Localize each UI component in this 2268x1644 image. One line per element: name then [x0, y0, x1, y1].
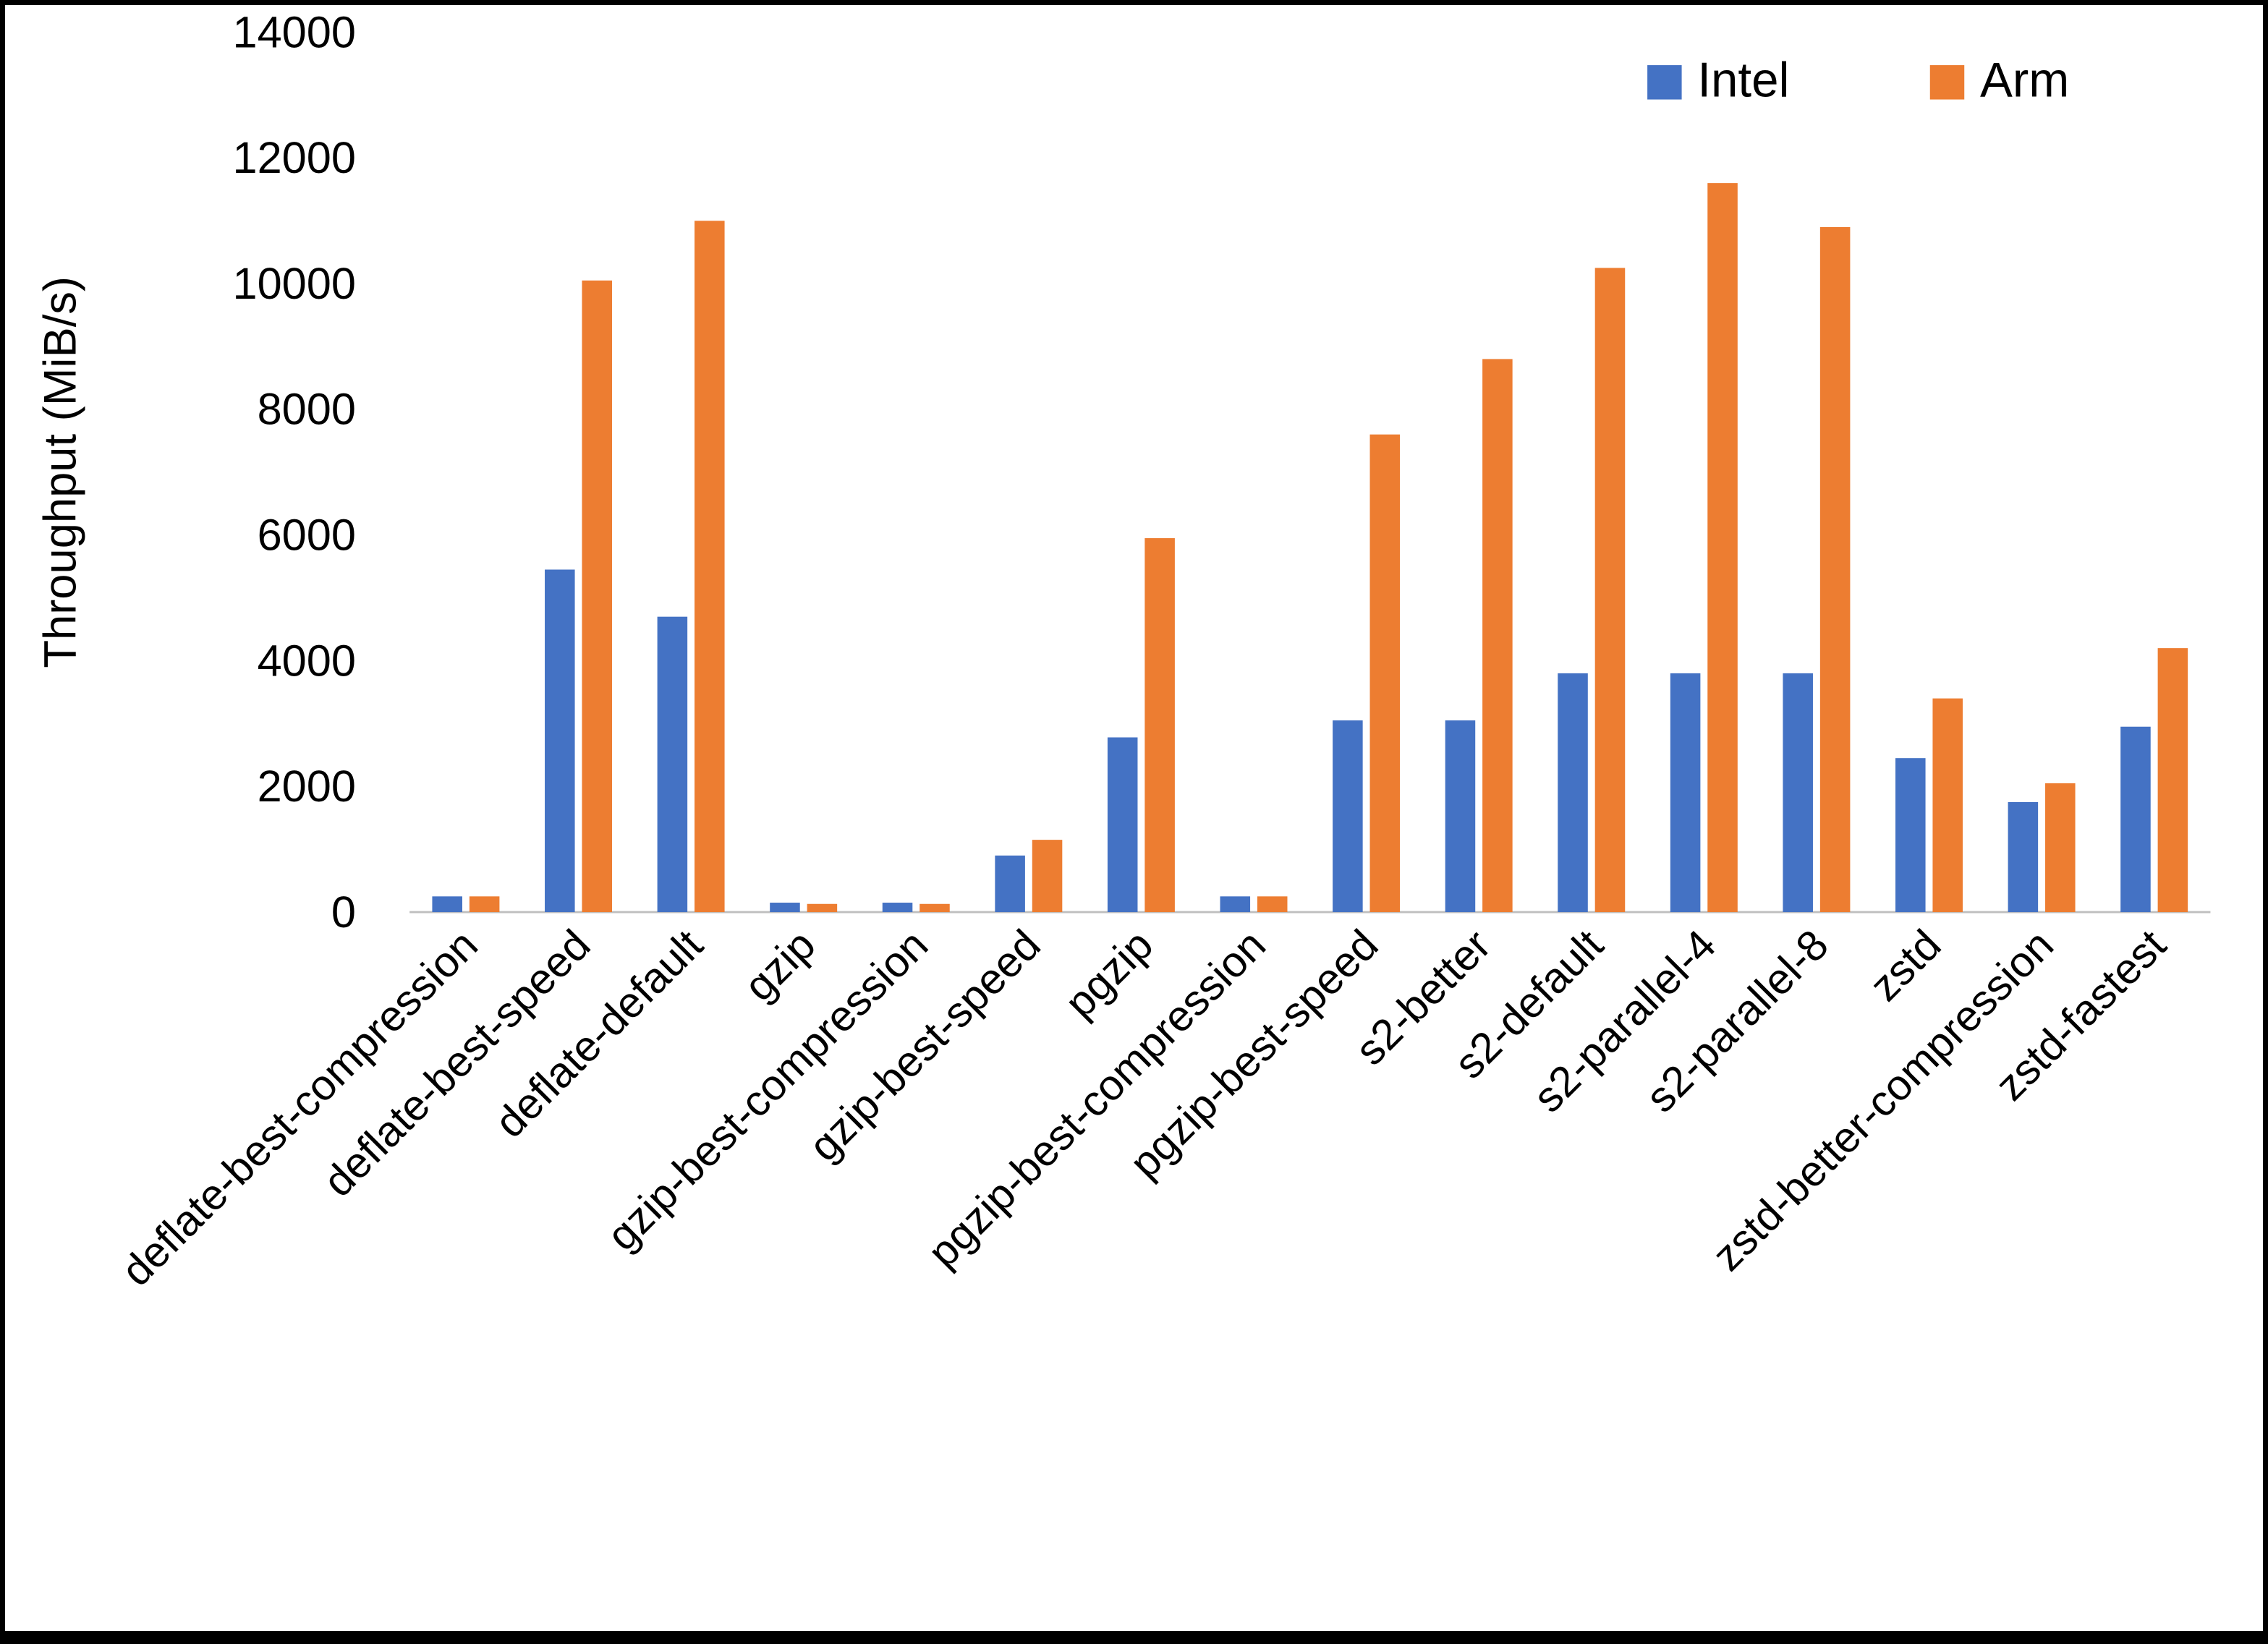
legend-label-arm: Arm	[1980, 54, 2069, 108]
bar-intel-deflate-default	[657, 616, 688, 913]
bar-intel-zstd-fastest	[2120, 726, 2151, 913]
bar-intel-zstd-better-compression	[2008, 801, 2039, 913]
bar-intel-gzip-best-speed	[995, 855, 1025, 913]
bar-intel-pgzip-best-compression	[1220, 896, 1251, 913]
bar-intel-gzip	[770, 903, 800, 913]
bar-arm-pgzip-best-speed	[1369, 434, 1401, 913]
bar-arm-pgzip-best-compression	[1257, 896, 1288, 913]
y-tick-label: 10000	[233, 258, 356, 308]
x-tick-label: pgzip	[1056, 920, 1163, 1027]
y-tick-label: 12000	[233, 132, 356, 182]
bar-arm-zstd	[1932, 698, 1963, 913]
bar-arm-s2-parallel-8	[1819, 226, 1851, 913]
bar-arm-pgzip	[1144, 538, 1175, 913]
legend-swatch-intel	[1647, 65, 1682, 100]
bar-intel-s2-default	[1558, 673, 1588, 913]
y-axis-title: Throughput (MiB/s)	[35, 276, 85, 668]
bar-arm-deflate-best-speed	[582, 280, 612, 913]
bar-chart: 0 2000 4000 6000 8000 10000 12000 14000 Throughp…	[35, 7, 2211, 1295]
bar-arm-gzip-best-speed	[1032, 840, 1063, 913]
x-tick-label: gzip	[734, 920, 824, 1010]
bar-arm-gzip	[807, 903, 838, 913]
bar-intel-deflate-best-speed	[545, 569, 575, 913]
bar-intel-s2-parallel-8	[1783, 673, 1813, 913]
y-tick-label: 4000	[258, 635, 356, 685]
bar-intel-deflate-best-compression	[432, 896, 462, 913]
x-tick-label: zstd	[1860, 920, 1950, 1010]
y-tick-label: 6000	[258, 509, 356, 559]
bar-intel-s2-better	[1445, 720, 1476, 913]
bar-intel-gzip-best-compression	[882, 903, 913, 913]
bar-arm-zstd-better-compression	[2045, 783, 2076, 913]
bar-intel-s2-parallel-4	[1670, 673, 1701, 913]
y-tick-label: 8000	[258, 384, 356, 434]
y-tick-label: 14000	[233, 7, 356, 56]
y-tick-label: 0	[331, 887, 356, 937]
bar-arm-gzip-best-compression	[919, 903, 950, 913]
bar-intel-pgzip-best-speed	[1333, 720, 1363, 913]
legend-swatch-arm	[1929, 65, 1965, 100]
bar-arm-s2-better	[1482, 359, 1513, 913]
bar-arm-deflate-default	[695, 221, 725, 913]
bar-arm-deflate-best-compression	[469, 896, 500, 913]
bar-intel-pgzip	[1107, 737, 1138, 913]
legend-label-intel: Intel	[1697, 54, 1789, 108]
bar-arm-s2-parallel-4	[1707, 183, 1738, 913]
bar-intel-zstd	[1895, 758, 1926, 913]
y-tick-label: 2000	[258, 761, 356, 811]
bar-arm-zstd-fastest	[2157, 648, 2188, 913]
bar-arm-s2-default	[1594, 268, 1626, 913]
